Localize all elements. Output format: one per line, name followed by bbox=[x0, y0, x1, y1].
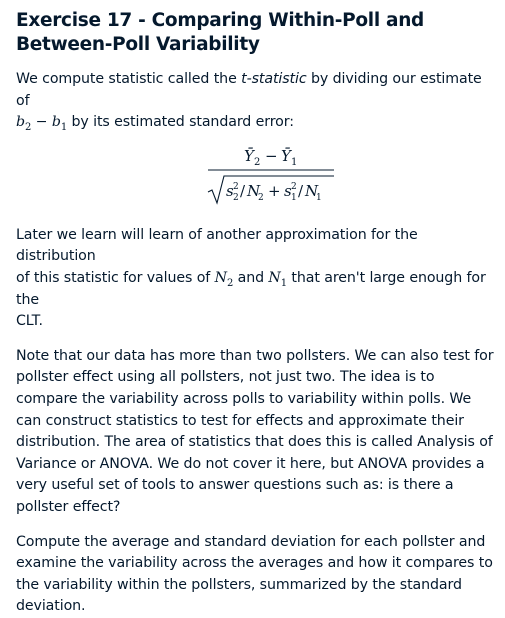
numerator-y1: Ȳ bbox=[281, 147, 293, 165]
n2-subscript: 2 bbox=[226, 277, 234, 289]
numerator-y2-sub: 2 bbox=[254, 157, 260, 168]
intro-text-after: by its estimated standard error: bbox=[67, 114, 294, 131]
square-root-sign bbox=[207, 175, 334, 205]
denominator-s1-sup: 2 bbox=[291, 182, 297, 192]
t-statistic-term: t-statistic bbox=[241, 71, 307, 87]
b2-symbol: b bbox=[16, 114, 25, 131]
denominator-s2-sub: 2 bbox=[233, 193, 239, 203]
denominator-s1-sub: 1 bbox=[291, 193, 297, 203]
exercise-page: Exercise 17 - Comparing Within-Poll and … bbox=[16, 10, 495, 614]
denominator-n1-sub: 1 bbox=[316, 193, 322, 203]
approximation-line-1: Later we learn will learn of another app… bbox=[16, 226, 418, 265]
exercise-title: Exercise 17 - Comparing Within-Poll and … bbox=[16, 10, 425, 55]
denominator-plus: + bbox=[268, 182, 281, 200]
intro-paragraph: We compute statistic called the t-statis… bbox=[16, 69, 495, 134]
numerator-minus: − bbox=[265, 147, 278, 165]
approximation-line-3: CLT. bbox=[16, 313, 43, 330]
n1-symbol: N bbox=[268, 269, 281, 286]
denominator-n2: N bbox=[246, 182, 261, 200]
denominator-slash-1: / bbox=[240, 182, 246, 200]
numerator-y1-sub: 1 bbox=[291, 157, 297, 168]
denominator-slash-2: / bbox=[298, 182, 304, 200]
denominator-n2-sub: 2 bbox=[258, 193, 264, 203]
approximation-line-2-before: of this statistic for values of bbox=[16, 269, 215, 286]
numerator-y2: Ȳ bbox=[244, 147, 256, 165]
formula-svg: Ȳ 2 − Ȳ 1 s 2 2 / N 2 + s 2 1 / bbox=[207, 147, 334, 205]
intro-text-before: We compute statistic called the bbox=[16, 71, 242, 87]
b2-subscript: 2 bbox=[24, 122, 32, 134]
denominator-n1: N bbox=[304, 182, 319, 200]
approximation-paragraph: Later we learn will learn of another app… bbox=[16, 225, 495, 333]
intro-text-middle: by dividing our estimate of bbox=[16, 71, 482, 109]
b1-symbol: b bbox=[51, 114, 61, 131]
denominator-s2: s bbox=[226, 182, 234, 200]
approximation-line-2-after: that aren't large enough for the bbox=[16, 269, 486, 308]
anova-paragraph: Note that our data has more than two pol… bbox=[16, 347, 494, 515]
t-statistic-formula: Ȳ 2 − Ȳ 1 s 2 2 / N 2 + s 2 1 / bbox=[16, 140, 495, 210]
denominator-s2-sup: 2 bbox=[233, 182, 239, 192]
instruction-paragraph: Compute the average and standard deviati… bbox=[16, 533, 493, 615]
n1-subscript: 1 bbox=[280, 277, 288, 289]
denominator-s1: s bbox=[284, 182, 292, 200]
b1-subscript: 1 bbox=[60, 122, 68, 134]
n2-symbol: N bbox=[214, 269, 227, 286]
approximation-and: and bbox=[233, 269, 269, 286]
minus-symbol: − bbox=[31, 114, 52, 131]
